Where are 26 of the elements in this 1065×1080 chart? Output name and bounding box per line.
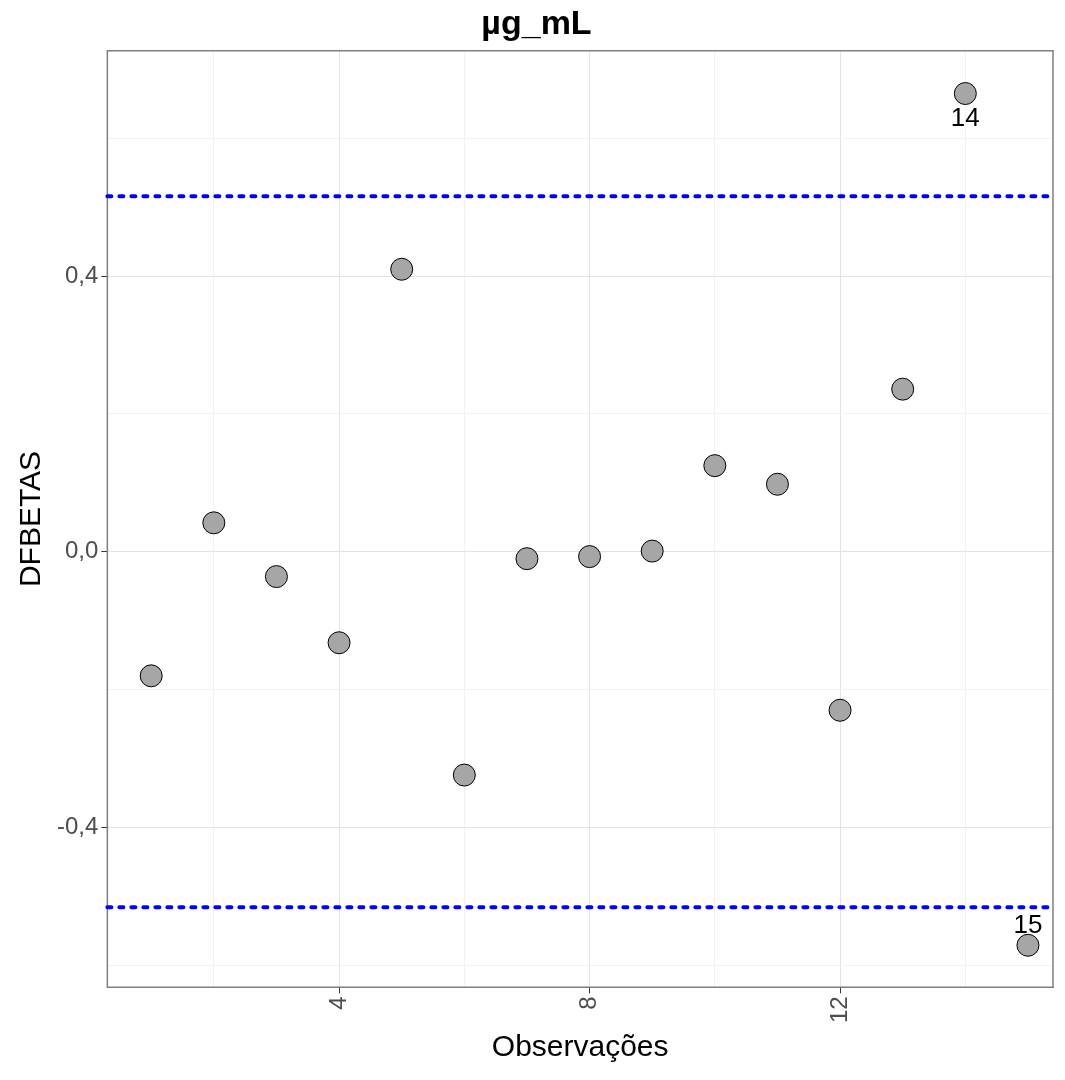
point xyxy=(390,257,414,281)
y-tick-label: 0,0 xyxy=(64,536,99,564)
point xyxy=(515,547,539,571)
point xyxy=(264,565,288,589)
point xyxy=(891,377,915,401)
y-tick-label: -0,4 xyxy=(57,812,99,840)
x-axis-title: Observações xyxy=(491,1029,669,1063)
point xyxy=(202,511,226,535)
y-tick-label: 0,4 xyxy=(64,260,99,288)
point xyxy=(1016,933,1040,957)
point xyxy=(139,664,163,688)
point xyxy=(327,631,351,655)
chart-title: µg_mL xyxy=(481,2,592,41)
point xyxy=(953,82,977,106)
point xyxy=(703,454,727,478)
annotation: 14 xyxy=(950,101,980,132)
annotation: 15 xyxy=(1013,909,1043,940)
point xyxy=(452,763,476,787)
point xyxy=(640,539,664,563)
point xyxy=(765,472,789,496)
point xyxy=(828,698,852,722)
x-tick-label: 4 xyxy=(323,996,351,1010)
y-axis-title: DFBETAS xyxy=(13,450,47,588)
point xyxy=(578,545,602,569)
x-tick-label: 12 xyxy=(824,996,852,1024)
x-tick-label: 8 xyxy=(574,996,602,1010)
